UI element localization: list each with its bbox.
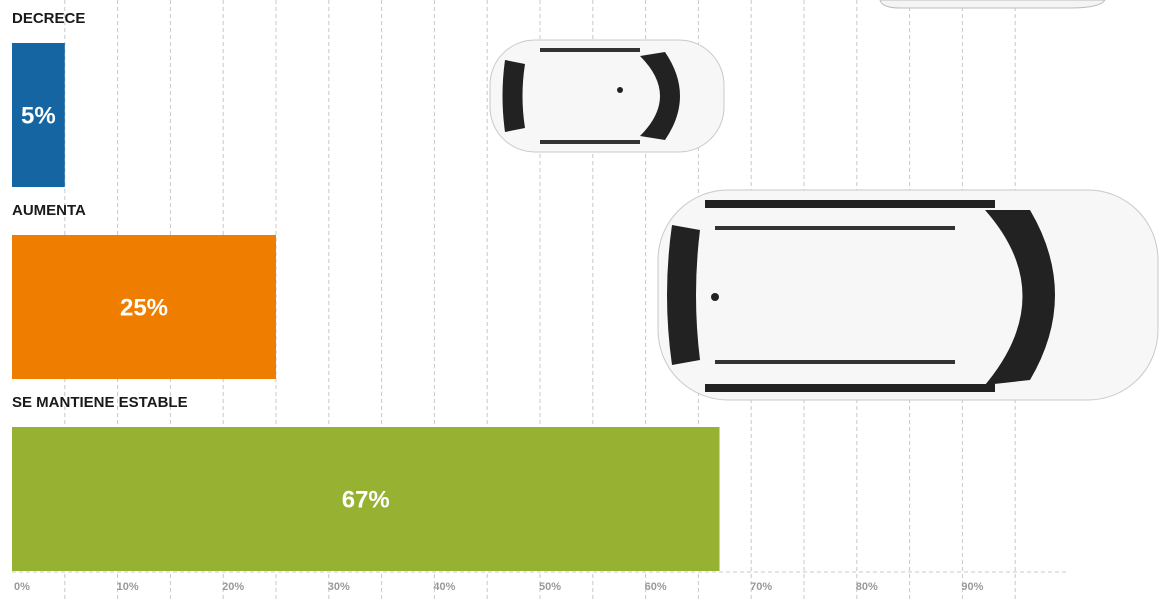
x-tick-label: 30% <box>328 581 350 593</box>
x-tick-label: 80% <box>856 581 878 593</box>
car-body <box>657 189 1159 401</box>
category-label: AUMENTA <box>12 202 86 219</box>
value-label: 5% <box>21 102 56 129</box>
x-tick-label: 0% <box>14 581 30 593</box>
car-trim <box>540 140 640 144</box>
car-body <box>879 0 1106 9</box>
car-small <box>489 39 725 153</box>
car-top-right <box>879 0 1106 9</box>
x-tick-label: 70% <box>750 581 772 593</box>
bar <box>12 235 276 379</box>
bar <box>12 43 65 187</box>
car-window <box>502 60 525 132</box>
x-tick-label: 10% <box>117 581 139 593</box>
car-windshield <box>640 52 680 140</box>
x-tick-label: 40% <box>433 581 455 593</box>
x-tick-label: 50% <box>539 581 561 593</box>
car-antenna <box>617 87 623 93</box>
x-tick-label: 90% <box>961 581 983 593</box>
car-antenna <box>711 293 719 301</box>
bar-layer: DECRECE 5% AUMENTA 25% SE MANTIENE ESTABLE 67… <box>12 10 720 571</box>
value-label: 25% <box>120 294 168 321</box>
car-trim <box>715 360 955 364</box>
bar <box>12 427 720 571</box>
car-trim <box>540 48 640 52</box>
car-window <box>667 225 700 365</box>
x-tick-label: 20% <box>222 581 244 593</box>
car-body <box>489 39 725 153</box>
value-label: 67% <box>342 486 390 513</box>
category-label: DECRECE <box>12 10 85 27</box>
car-roofline <box>705 200 995 208</box>
car-trim <box>715 226 955 230</box>
car-large <box>657 189 1159 401</box>
x-tick-label: 60% <box>645 581 667 593</box>
car-windshield <box>985 210 1055 385</box>
car-roofline <box>705 384 995 392</box>
category-label: SE MANTIENE ESTABLE <box>12 394 188 411</box>
